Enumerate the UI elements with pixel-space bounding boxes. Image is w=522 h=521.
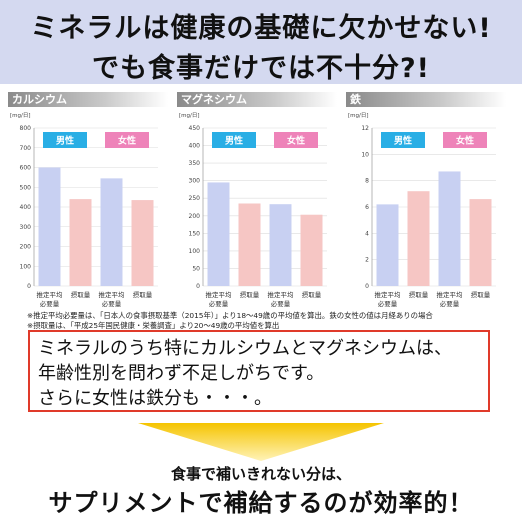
y-tick-label: 400 xyxy=(20,204,32,211)
x-tick-label: 必要量 xyxy=(378,299,398,308)
y-tick-label: 200 xyxy=(20,244,32,251)
y-tick-label: 350 xyxy=(189,160,201,167)
x-tick-label: 必要量 xyxy=(40,299,60,308)
group-badge-bg xyxy=(443,132,487,148)
x-tick-label: 摂取量 xyxy=(240,290,260,299)
bar-intake xyxy=(407,191,430,286)
y-tick-label: 8 xyxy=(365,178,369,185)
footnote-2: ※摂取量は、「平成25年国民健康・栄養調査」より20～49歳の平均値を算出 xyxy=(27,321,280,330)
bar-requirement xyxy=(38,167,61,286)
bar-requirement xyxy=(438,171,461,286)
message-line-3: さらに女性は鉄分も・・・。 xyxy=(38,388,272,409)
bar-requirement xyxy=(207,182,230,286)
y-tick-label: 0 xyxy=(365,283,369,290)
message-box: ミネラルのうち特にカルシウムとマグネシウムは、 年齢性別を問わず不足しがちです。… xyxy=(28,330,490,412)
y-tick-label: 100 xyxy=(20,263,32,270)
chart-title: カルシウム xyxy=(8,92,168,107)
y-tick-label: 500 xyxy=(20,184,32,191)
x-tick-label: 推定平均 xyxy=(437,290,464,299)
x-tick-label: 摂取量 xyxy=(409,290,429,299)
group-badge-bg xyxy=(274,132,318,148)
x-tick-label: 推定平均 xyxy=(37,290,64,299)
y-unit-label: [mg/日] xyxy=(348,112,369,119)
group-badge-label: 女性 xyxy=(456,135,474,147)
group-badge-bg xyxy=(381,132,425,148)
y-tick-label: 4 xyxy=(365,230,369,237)
conclusion: サプリメントで補給するのが効率的！ xyxy=(48,489,474,517)
message-line-1: ミネラルのうち特にカルシウムとマグネシウムは、 xyxy=(38,338,452,359)
chart-magnesium-plot: [mg/日]050100150200250300350400450推定平均必要量… xyxy=(179,112,327,308)
y-tick-label: 300 xyxy=(20,224,32,231)
bar-requirement xyxy=(100,178,123,286)
y-tick-label: 700 xyxy=(20,145,32,152)
group-badge-label: 男性 xyxy=(225,135,243,147)
x-tick-label: 必要量 xyxy=(440,299,460,308)
x-tick-label: 必要量 xyxy=(209,299,229,308)
footnote-1: ※推定平均必要量は、「日本人の食事摂取基準（2015年）」より18～49歳の平均… xyxy=(27,311,433,320)
bar-intake xyxy=(238,203,261,286)
y-tick-label: 6 xyxy=(365,204,369,211)
bar-requirement xyxy=(376,204,399,286)
y-tick-label: 0 xyxy=(196,283,200,290)
y-tick-label: 10 xyxy=(361,151,369,158)
y-unit-label: [mg/日] xyxy=(10,112,31,119)
bar-intake xyxy=(131,200,154,286)
x-tick-label: 必要量 xyxy=(102,299,122,308)
group-badge-bg xyxy=(105,132,149,148)
y-unit-label: [mg/日] xyxy=(179,112,200,119)
y-tick-label: 12 xyxy=(361,125,369,132)
chart-iron: 鉄 [mg/日] 0 2 4 6 8 10 12 推定平均 必要量 摂取量 推定平均 必要量 摂取量 男性女… xyxy=(346,92,506,317)
y-tick-label: 800 xyxy=(20,125,32,132)
x-tick-label: 摂取量 xyxy=(133,290,153,299)
y-tick-label: 200 xyxy=(189,213,201,220)
y-tick-label: 250 xyxy=(189,195,201,202)
headline-2: でも食事だけでは不十分?! xyxy=(92,53,430,84)
bar-requirement xyxy=(269,204,292,286)
x-tick-label: 摂取量 xyxy=(71,290,91,299)
headline-1: ミネラルは健康の基礎に欠かせない! xyxy=(30,13,492,44)
y-tick-label: 600 xyxy=(20,165,32,172)
y-tick-label: 100 xyxy=(189,248,201,255)
group-badge-label: 男性 xyxy=(394,135,412,147)
chart-calcium: カルシウム [mg/日] 0 100 200 300 400 500 600 700 800 推定平… xyxy=(8,92,168,317)
header-band: ミネラルは健康の基礎に欠かせない! でも食事だけでは不十分?! xyxy=(0,0,522,84)
y-tick-label: 450 xyxy=(189,125,201,132)
x-tick-label: 推定平均 xyxy=(206,290,233,299)
x-tick-label: 摂取量 xyxy=(471,290,491,299)
y-tick-label: 50 xyxy=(192,265,200,272)
footnotes: ※推定平均必要量は、「日本人の食事摂取基準（2015年）」より18～49歳の平均… xyxy=(27,311,433,331)
x-tick-label: 推定平均 xyxy=(268,290,295,299)
chart-magnesium: マグネシウム [mg/日] 0 50 100 150 200 250 300 350 400 450… xyxy=(177,92,337,317)
message-line-2: 年齢性別を問わず不足しがちです。 xyxy=(38,363,325,384)
down-arrow-icon xyxy=(138,423,384,465)
chart-calcium-plot: [mg/日]0100200300400500600700800推定平均必要量摂取… xyxy=(10,112,158,308)
x-tick-label: 推定平均 xyxy=(375,290,402,299)
y-tick-label: 0 xyxy=(27,283,31,290)
chart-title: 鉄 xyxy=(346,92,506,107)
group-badge-bg xyxy=(43,132,87,148)
bar-intake xyxy=(300,214,323,286)
subline: 食事で補いきれない分は、 xyxy=(170,465,351,483)
x-tick-label: 必要量 xyxy=(271,299,291,308)
x-tick-label: 推定平均 xyxy=(99,290,126,299)
bar-intake xyxy=(469,199,492,286)
y-tick-label: 400 xyxy=(189,143,201,150)
y-tick-label: 150 xyxy=(189,230,201,237)
group-badge-label: 女性 xyxy=(118,135,136,147)
group-badge-label: 男性 xyxy=(56,135,74,147)
x-tick-label: 摂取量 xyxy=(302,290,322,299)
y-tick-label: 300 xyxy=(189,178,201,185)
y-tick-label: 2 xyxy=(365,257,369,264)
group-badge-label: 女性 xyxy=(287,135,305,147)
group-badge-bg xyxy=(212,132,256,148)
chart-title: マグネシウム xyxy=(177,92,337,107)
bar-intake xyxy=(69,199,92,286)
